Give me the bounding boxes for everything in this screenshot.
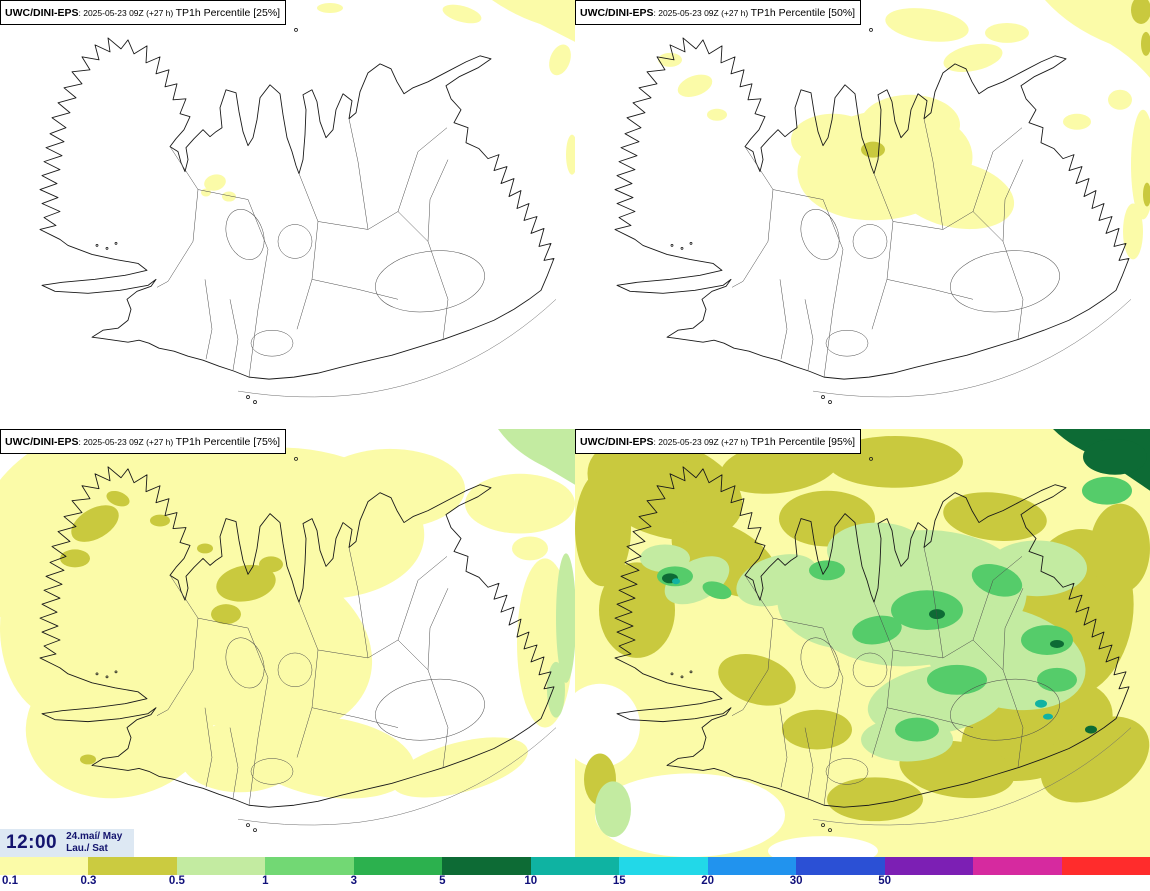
colorbar-label: 30 bbox=[789, 875, 803, 887]
map-panel-50: UWC/DINI-EPS: 2025-05-23 09Z (+27 h) TP1… bbox=[575, 0, 1150, 429]
variable-label: TP1h Percentile [95%] bbox=[750, 436, 856, 448]
map-canvas-50 bbox=[575, 0, 1150, 429]
colorbar-segment bbox=[619, 857, 708, 875]
colorbar-label: 1 bbox=[262, 875, 269, 887]
valid-date-line2: Lau./ Sat bbox=[66, 843, 108, 854]
colorbar-label: 20 bbox=[701, 875, 715, 887]
colorbar-label: 5 bbox=[439, 875, 446, 887]
run-label: : 2025-05-23 09Z (+27 h) bbox=[653, 437, 751, 447]
colorbar-label: 0.1 bbox=[2, 875, 18, 887]
map-title-75: UWC/DINI-EPS: 2025-05-23 09Z (+27 h) TP1… bbox=[0, 429, 287, 454]
colorbar-segment bbox=[353, 857, 443, 875]
map-canvas-25 bbox=[0, 0, 575, 429]
valid-time-box: 12:00 24.maí/ May Lau./ Sat bbox=[0, 829, 135, 857]
run-label: : 2025-05-23 09Z (+27 h) bbox=[653, 8, 751, 18]
colorbar-label: 0.3 bbox=[80, 875, 97, 887]
map-title-50: UWC/DINI-EPS: 2025-05-23 09Z (+27 h) TP1… bbox=[575, 0, 862, 25]
colorbar-segment bbox=[0, 857, 89, 875]
map-title-95: UWC/DINI-EPS: 2025-05-23 09Z (+27 h) TP1… bbox=[575, 429, 862, 454]
valid-date: 24.maí/ May Lau./ Sat bbox=[66, 831, 122, 855]
map-canvas-95 bbox=[575, 429, 1150, 857]
colorbar-segment bbox=[265, 857, 354, 875]
colorbar-segment bbox=[796, 857, 885, 875]
colorbar-label: 3 bbox=[350, 875, 358, 887]
map-panel-95: UWC/DINI-EPS: 2025-05-23 09Z (+27 h) TP1… bbox=[575, 429, 1150, 857]
variable-label: TP1h Percentile [50%] bbox=[750, 7, 856, 19]
variable-label: TP1h Percentile [75%] bbox=[175, 436, 281, 448]
colorbar-segment bbox=[88, 857, 177, 875]
colorbar-segment bbox=[884, 857, 974, 875]
colorbar-segment bbox=[707, 857, 797, 875]
colorbar-segment bbox=[1061, 857, 1150, 875]
colorbar-segment bbox=[176, 857, 266, 875]
run-label: : 2025-05-23 09Z (+27 h) bbox=[78, 437, 176, 447]
colorbar bbox=[0, 857, 1150, 875]
colorbar-label: 0.5 bbox=[168, 875, 185, 887]
map-grid: UWC/DINI-EPS: 2025-05-23 09Z (+27 h) TP1… bbox=[0, 0, 1150, 857]
model-label: UWC/DINI-EPS bbox=[5, 436, 79, 448]
run-label: : 2025-05-23 09Z (+27 h) bbox=[78, 8, 176, 18]
model-label: UWC/DINI-EPS bbox=[580, 7, 654, 19]
valid-time: 12:00 bbox=[6, 832, 58, 853]
valid-date-line1: 24.maí/ May bbox=[66, 831, 123, 842]
variable-label: TP1h Percentile [25%] bbox=[175, 7, 281, 19]
colorbar-strip: 0.1 0.3 0.5 1 3 5 10 15 20 30 50 bbox=[0, 857, 1150, 891]
map-panel-75: UWC/DINI-EPS: 2025-05-23 09Z (+27 h) TP1… bbox=[0, 429, 575, 857]
colorbar-segment bbox=[530, 857, 620, 875]
colorbar-labels: 0.1 0.3 0.5 1 3 5 10 15 20 30 50 bbox=[0, 875, 1150, 891]
colorbar-label: 15 bbox=[612, 875, 626, 887]
colorbar-label: 50 bbox=[878, 875, 892, 887]
colorbar-segment bbox=[973, 857, 1062, 875]
map-panel-25: UWC/DINI-EPS: 2025-05-23 09Z (+27 h) TP1… bbox=[0, 0, 575, 429]
colorbar-segment bbox=[442, 857, 531, 875]
model-label: UWC/DINI-EPS bbox=[5, 7, 79, 19]
map-canvas-75 bbox=[0, 429, 575, 857]
model-label: UWC/DINI-EPS bbox=[580, 436, 654, 448]
map-title-25: UWC/DINI-EPS: 2025-05-23 09Z (+27 h) TP1… bbox=[0, 0, 287, 25]
colorbar-label: 10 bbox=[524, 875, 538, 887]
